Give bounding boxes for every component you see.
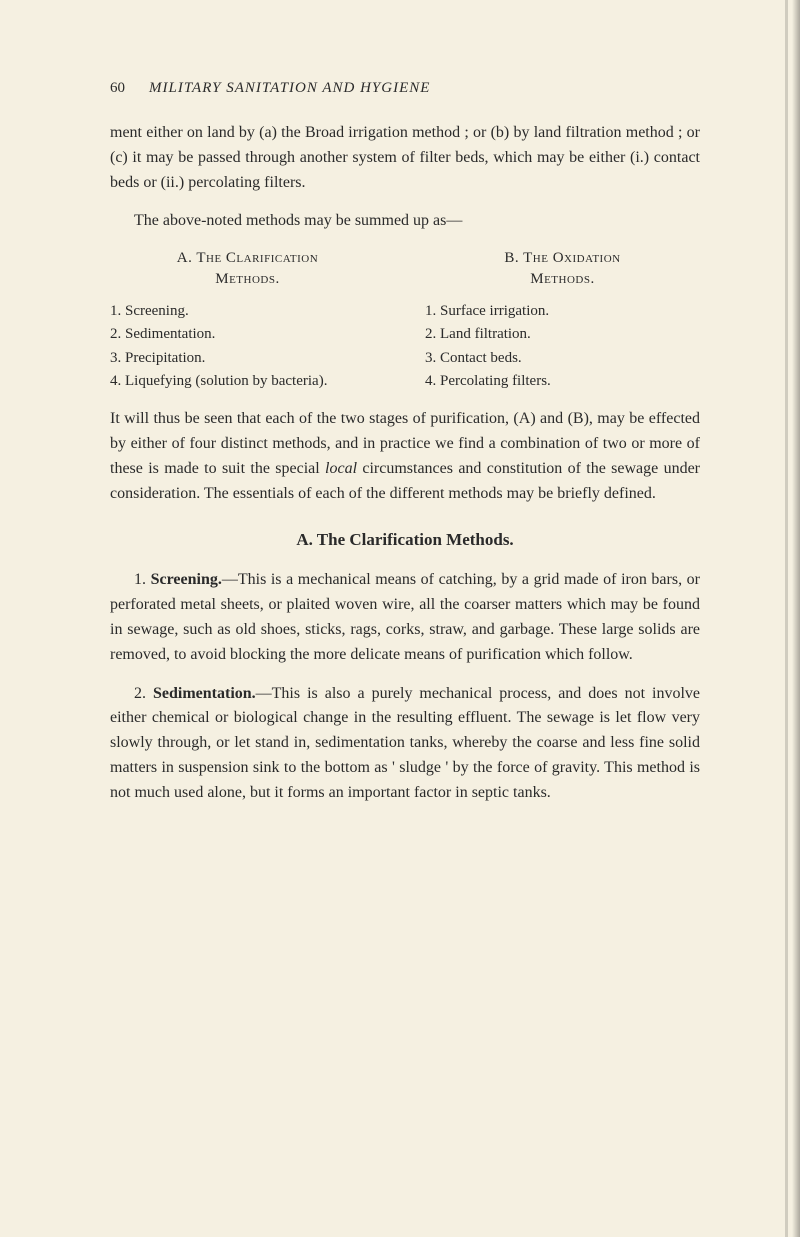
paragraph-3: It will thus be seen that each of the tw… xyxy=(110,407,700,506)
page-edge-shadow xyxy=(792,0,800,1237)
paragraph-5: 2. Sedimentation.—This is also a purely … xyxy=(110,682,700,806)
list-item: 3. Precipitation. xyxy=(110,347,385,370)
page-edge-shadow xyxy=(785,0,788,1237)
paragraph-1: ment either on land by (a) the Broad irr… xyxy=(110,121,700,195)
oxidation-heading: B. The Oxidation Methods. xyxy=(425,248,700,290)
clarification-column: A. The Clarification Methods. 1. Screeni… xyxy=(110,248,385,393)
oxidation-column: B. The Oxidation Methods. 1. Surface irr… xyxy=(425,248,700,393)
list-item: 4. Percolating filters. xyxy=(425,370,700,393)
list-item: 2. Sedimentation. xyxy=(110,323,385,346)
list-item: 1. Screening. xyxy=(110,300,385,323)
list-item: 2. Land filtration. xyxy=(425,323,700,346)
page-number: 60 xyxy=(110,80,125,97)
page-header: 60 MILITARY SANITATION AND HYGIENE xyxy=(110,80,700,97)
paragraph-2: The above-noted methods may be summed up… xyxy=(110,209,700,234)
clarification-heading: A. The Clarification Methods. xyxy=(110,248,385,290)
list-item: 3. Contact beds. xyxy=(425,347,700,370)
section-heading: A. The Clarification Methods. xyxy=(110,530,700,550)
paragraph-4: 1. Screening.—This is a mechanical means… xyxy=(110,568,700,667)
running-title: MILITARY SANITATION AND HYGIENE xyxy=(149,80,430,97)
list-item: 4. Liquefying (solution by bacteria). xyxy=(110,370,385,393)
methods-columns: A. The Clarification Methods. 1. Screeni… xyxy=(110,248,700,393)
list-item: 1. Surface irrigation. xyxy=(425,300,700,323)
